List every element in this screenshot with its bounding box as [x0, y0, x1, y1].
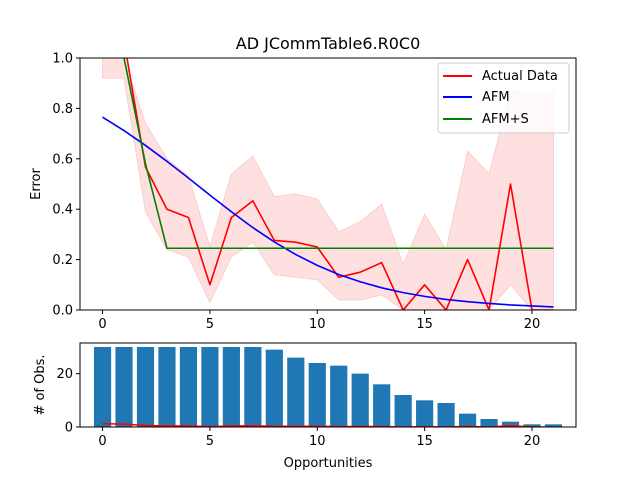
- bottom-y-axis-label: # of Obs.: [33, 354, 48, 415]
- legend-label-actual-data: Actual Data: [482, 69, 558, 84]
- bottom-y-tick-label: 20: [56, 367, 73, 382]
- bar-opportunity-18: [480, 419, 498, 427]
- bottom-x-tick-label: 0: [98, 434, 106, 449]
- bottom-axis-ticks: 0 5 10 15 20 0 20: [56, 367, 540, 449]
- bar-opportunity-1: [115, 347, 133, 427]
- bottom-x-tick-label: 5: [206, 434, 214, 449]
- top-chart-title: AD JCommTable6.R0C0: [236, 34, 421, 53]
- top-x-tick-label: 0: [98, 317, 106, 332]
- bar-opportunity-19: [501, 421, 520, 427]
- bar-opportunity-14: [394, 395, 412, 427]
- top-plot-area: [102, 58, 554, 310]
- bar-opportunity-9: [287, 357, 305, 427]
- bottom-x-axis-label: Opportunities: [284, 456, 373, 471]
- legend: Actual Data AFM AFM+S: [437, 62, 570, 134]
- top-x-tick-label: 10: [309, 317, 326, 332]
- top-x-tick-label: 15: [416, 317, 433, 332]
- series-line-actual-data: [126, 58, 554, 310]
- series-line-afm: [102, 116, 554, 308]
- top-y-tick-label: 0.6: [52, 152, 73, 167]
- bar-opportunity-2: [136, 347, 155, 427]
- bar-opportunity-7: [244, 347, 262, 427]
- bar-opportunity-8: [265, 349, 283, 427]
- top-y-tick-label: 0.8: [52, 102, 73, 117]
- top-y-tick-label: 0.0: [52, 304, 73, 319]
- top-panel: AD JCommTable6.R0C0 Error 0 5 10 15 20 0.0 0.2…: [29, 34, 577, 333]
- top-y-tick-label: 1.0: [52, 52, 73, 67]
- top-y-axis-label: Error: [29, 168, 44, 200]
- bar-opportunity-6: [222, 347, 240, 427]
- top-axis-ticks: 0 5 10 15 20 0.0 0.2 0.4 0.6 0.8 1.0: [52, 52, 540, 333]
- series-line-afm-s: [123, 58, 554, 250]
- top-y-tick-label: 0.2: [52, 253, 73, 268]
- bottom-panel: # of Obs. Opportunities 0 5 10 15 20 0 20: [33, 342, 577, 471]
- bar-opportunity-17: [458, 413, 477, 427]
- bar-opportunity-15: [416, 400, 434, 427]
- bar-opportunity-0: [93, 347, 112, 427]
- top-axes-frame: [79, 57, 577, 311]
- bar-opportunity-16: [437, 403, 455, 427]
- bottom-plot-area: [93, 347, 563, 427]
- bar-opportunity-20: [523, 424, 541, 427]
- top-x-tick-label: 20: [524, 317, 541, 332]
- top-y-tick-label: 0.4: [52, 203, 73, 218]
- bar-opportunity-11: [330, 365, 348, 427]
- top-x-tick-label: 5: [206, 317, 214, 332]
- bar-opportunity-5: [201, 347, 219, 427]
- bar-opportunity-12: [351, 373, 369, 427]
- bottom-x-tick-label: 20: [524, 434, 541, 449]
- bar-opportunity-4: [179, 347, 198, 427]
- bar-opportunity-21: [544, 424, 563, 427]
- bar-opportunity-3: [158, 347, 176, 427]
- bottom-y-tick-label: 0: [65, 421, 73, 436]
- legend-box: [437, 62, 570, 134]
- bottom-axes-frame: [79, 342, 577, 428]
- legend-label-afm: AFM: [482, 90, 510, 105]
- bar-opportunity-10: [308, 363, 326, 427]
- confidence-band: [102, 58, 554, 310]
- bottom-x-tick-label: 10: [309, 434, 326, 449]
- bottom-x-tick-label: 15: [416, 434, 433, 449]
- legend-label-afm-s: AFM+S: [482, 112, 529, 127]
- bar-opportunity-13: [373, 384, 391, 427]
